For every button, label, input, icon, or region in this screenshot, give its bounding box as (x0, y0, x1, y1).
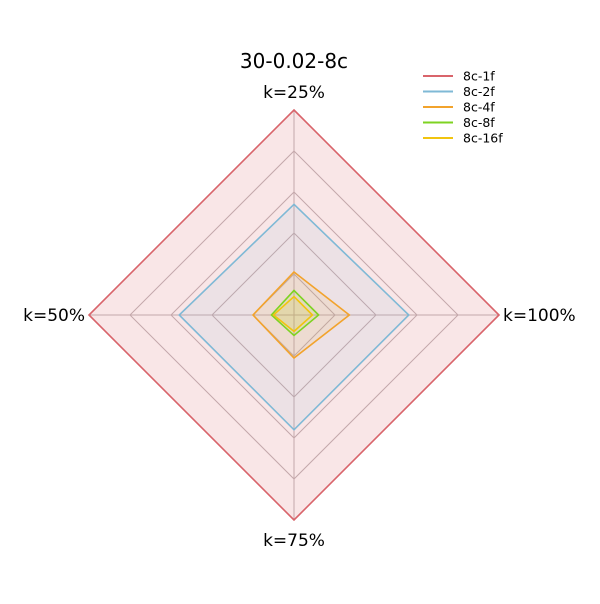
series-line-1 (87, 108, 501, 522)
series-layer (87, 108, 501, 522)
series-area-3 (253, 271, 350, 359)
series-line-2 (178, 203, 410, 431)
axis-label-4: k=50% (23, 306, 85, 326)
series-line-3 (251, 270, 351, 360)
chart-title: 30-0.02-8c (240, 49, 348, 73)
legend-label-4: 8c-8f (463, 115, 495, 130)
legend-label-1: 8c-1f (463, 69, 495, 84)
series-line-5 (272, 295, 314, 333)
axis-label-layer: k=25% k=100% k=75% k=50% (23, 83, 576, 551)
legend-label-2: 8c-2f (463, 84, 495, 99)
axis-label-2: k=100% (503, 306, 576, 326)
axis-label-3: k=75% (263, 531, 325, 551)
axis-label-1: k=25% (263, 83, 325, 103)
series-line-4 (270, 289, 320, 337)
legend-label-3: 8c-4f (463, 100, 495, 115)
legend-label-5: 8c-16f (463, 131, 503, 146)
